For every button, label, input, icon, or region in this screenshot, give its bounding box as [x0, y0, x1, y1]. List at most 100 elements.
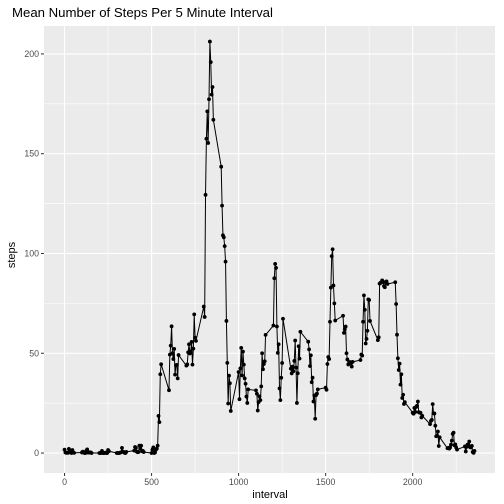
- x-axis: 0 500 1000 1500 2000: [62, 473, 423, 487]
- data-point: [136, 450, 141, 454]
- data-point: [275, 350, 280, 355]
- data-point: [364, 337, 369, 341]
- data-point: [295, 371, 300, 376]
- data-point: [306, 339, 311, 344]
- data-point: [469, 443, 474, 448]
- data-point: [274, 265, 278, 270]
- data-point: [436, 444, 441, 448]
- data-point: [254, 388, 258, 393]
- data-point: [332, 301, 337, 306]
- data-point: [139, 443, 144, 448]
- data-point: [308, 364, 312, 368]
- data-point: [222, 244, 227, 249]
- data-point: [72, 450, 77, 455]
- data-point: [328, 285, 333, 290]
- data-point: [202, 315, 207, 319]
- data-point: [472, 448, 477, 453]
- data-point: [376, 335, 381, 340]
- data-point: [395, 332, 399, 337]
- data-point: [223, 259, 228, 264]
- data-point: [205, 109, 210, 114]
- data-point: [453, 442, 458, 447]
- data-point: [120, 445, 124, 450]
- data-point: [294, 365, 298, 370]
- data-point: [228, 409, 233, 413]
- data-point: [428, 422, 432, 427]
- data-point: [433, 423, 438, 428]
- data-point: [328, 319, 332, 324]
- y-tick-label: 0: [34, 448, 39, 458]
- data-point: [437, 435, 442, 440]
- data-point: [168, 343, 173, 348]
- data-point: [329, 254, 334, 258]
- data-point: [279, 375, 284, 380]
- data-point: [360, 353, 365, 358]
- data-point: [209, 92, 214, 97]
- x-tick-label: 0: [62, 477, 67, 487]
- data-point: [277, 386, 282, 391]
- data-point: [310, 375, 315, 380]
- data-point: [361, 319, 365, 324]
- y-axis: 0 50 100 150 200: [24, 49, 44, 458]
- data-point: [172, 346, 177, 351]
- data-point: [187, 342, 191, 347]
- data-point: [333, 318, 338, 323]
- data-point: [228, 381, 232, 386]
- data-point: [210, 85, 215, 89]
- data-point: [327, 357, 332, 361]
- data-point: [226, 401, 231, 406]
- data-point: [155, 443, 160, 448]
- data-point: [397, 361, 402, 366]
- data-point: [174, 362, 179, 367]
- data-point: [261, 367, 265, 372]
- data-point: [263, 333, 268, 337]
- data-point: [191, 346, 196, 351]
- data-point: [260, 351, 264, 356]
- x-tick-label: 500: [144, 477, 159, 487]
- data-point: [220, 203, 224, 208]
- data-point: [221, 235, 226, 240]
- data-point: [208, 60, 213, 65]
- data-point: [349, 364, 354, 369]
- data-point: [365, 328, 370, 333]
- data-point: [308, 353, 313, 358]
- data-point: [291, 369, 296, 374]
- data-point: [362, 293, 366, 298]
- data-point: [343, 324, 348, 329]
- data-point: [311, 399, 316, 404]
- data-point: [368, 319, 372, 323]
- data-point: [463, 449, 468, 454]
- data-point: [418, 410, 423, 415]
- data-point: [455, 447, 459, 452]
- data-point: [240, 373, 244, 378]
- data-point: [175, 376, 180, 381]
- data-point: [176, 353, 181, 357]
- data-point: [273, 261, 278, 266]
- data-point: [224, 319, 229, 323]
- data-point: [330, 247, 335, 252]
- data-point: [315, 391, 319, 396]
- data-point: [157, 420, 162, 425]
- data-point: [309, 380, 314, 385]
- data-point: [449, 438, 454, 443]
- data-point: [297, 356, 302, 361]
- y-tick-label: 200: [24, 49, 39, 59]
- data-point: [238, 366, 243, 371]
- data-point: [89, 451, 94, 455]
- data-point: [400, 396, 405, 400]
- data-point: [245, 401, 250, 405]
- data-point: [385, 282, 390, 286]
- data-point: [225, 360, 230, 365]
- data-point: [429, 418, 434, 422]
- data-point: [244, 394, 249, 399]
- data-point: [259, 384, 264, 389]
- data-point: [134, 445, 138, 450]
- data-point: [396, 368, 401, 372]
- data-point: [185, 362, 190, 367]
- data-point: [193, 335, 197, 340]
- data-point: [206, 141, 211, 145]
- data-point: [276, 342, 281, 347]
- data-point: [290, 364, 295, 369]
- data-point: [382, 285, 387, 290]
